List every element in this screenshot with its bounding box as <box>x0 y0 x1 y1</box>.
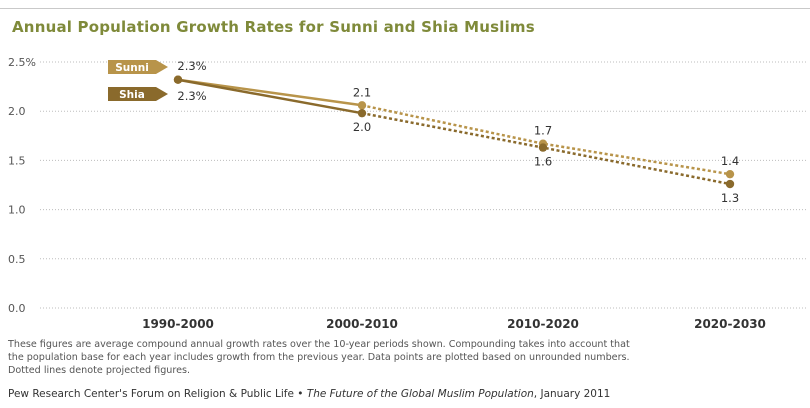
data-label: 1.7 <box>534 124 552 138</box>
x-tick-label: 2020-2030 <box>694 317 766 331</box>
data-point <box>538 143 548 152</box>
data-label: 1.3 <box>721 191 739 205</box>
top-rule <box>0 8 810 9</box>
series-line-projected <box>361 104 731 176</box>
footnote-line: the population base for each year includ… <box>8 352 630 363</box>
y-tick-label: 1.5 <box>8 154 26 167</box>
source-date: , January 2011 <box>533 388 611 400</box>
y-tick-label: 1.0 <box>8 204 26 217</box>
footnote: These figures are average compound annua… <box>8 338 808 377</box>
footnote-line: Dotted lines denote projected figures. <box>8 365 191 376</box>
data-point <box>725 169 735 179</box>
data-label: 2.0 <box>353 120 371 134</box>
data-point <box>173 75 183 84</box>
legend-label: Sunni <box>115 62 149 74</box>
data-label: 1.4 <box>721 154 739 168</box>
y-tick-label: 2.0 <box>8 105 26 118</box>
data-label: 1.6 <box>534 155 552 169</box>
x-tick-label: 2000-2010 <box>326 317 398 331</box>
source-publication: The Future of the Global Muslim Populati… <box>306 388 534 400</box>
x-tick-label: 2010-2020 <box>507 317 579 331</box>
data-label: 2.3% <box>177 59 206 73</box>
legend-tag <box>108 87 168 101</box>
footnote-line: These figures are average compound annua… <box>8 339 630 350</box>
data-label: 2.1 <box>353 85 371 99</box>
series-line-actual <box>177 78 363 107</box>
data-point <box>725 179 735 189</box>
y-tick-label: 2.5% <box>8 56 36 69</box>
x-tick-label: 1990-2000 <box>142 317 214 331</box>
legend-label: Shia <box>119 89 145 101</box>
y-tick-label: 0.0 <box>8 302 26 315</box>
source-org: Pew Research Center's Forum on Religion … <box>8 388 304 400</box>
legend-tag <box>108 60 168 74</box>
series-line-actual <box>177 78 363 115</box>
growth-rate-chart: 0.0 0.5 1.0 1.5 2.0 2.5% 1990-2000 2000-2010 201… <box>8 56 806 331</box>
chart-title: Annual Population Growth Rates for Sunni… <box>12 18 535 36</box>
source-line: Pew Research Center's Forum on Religion … <box>8 388 808 400</box>
data-label: 2.3% <box>177 89 206 103</box>
data-point <box>357 108 367 118</box>
y-tick-label: 0.5 <box>8 253 26 266</box>
data-point <box>357 101 367 110</box>
